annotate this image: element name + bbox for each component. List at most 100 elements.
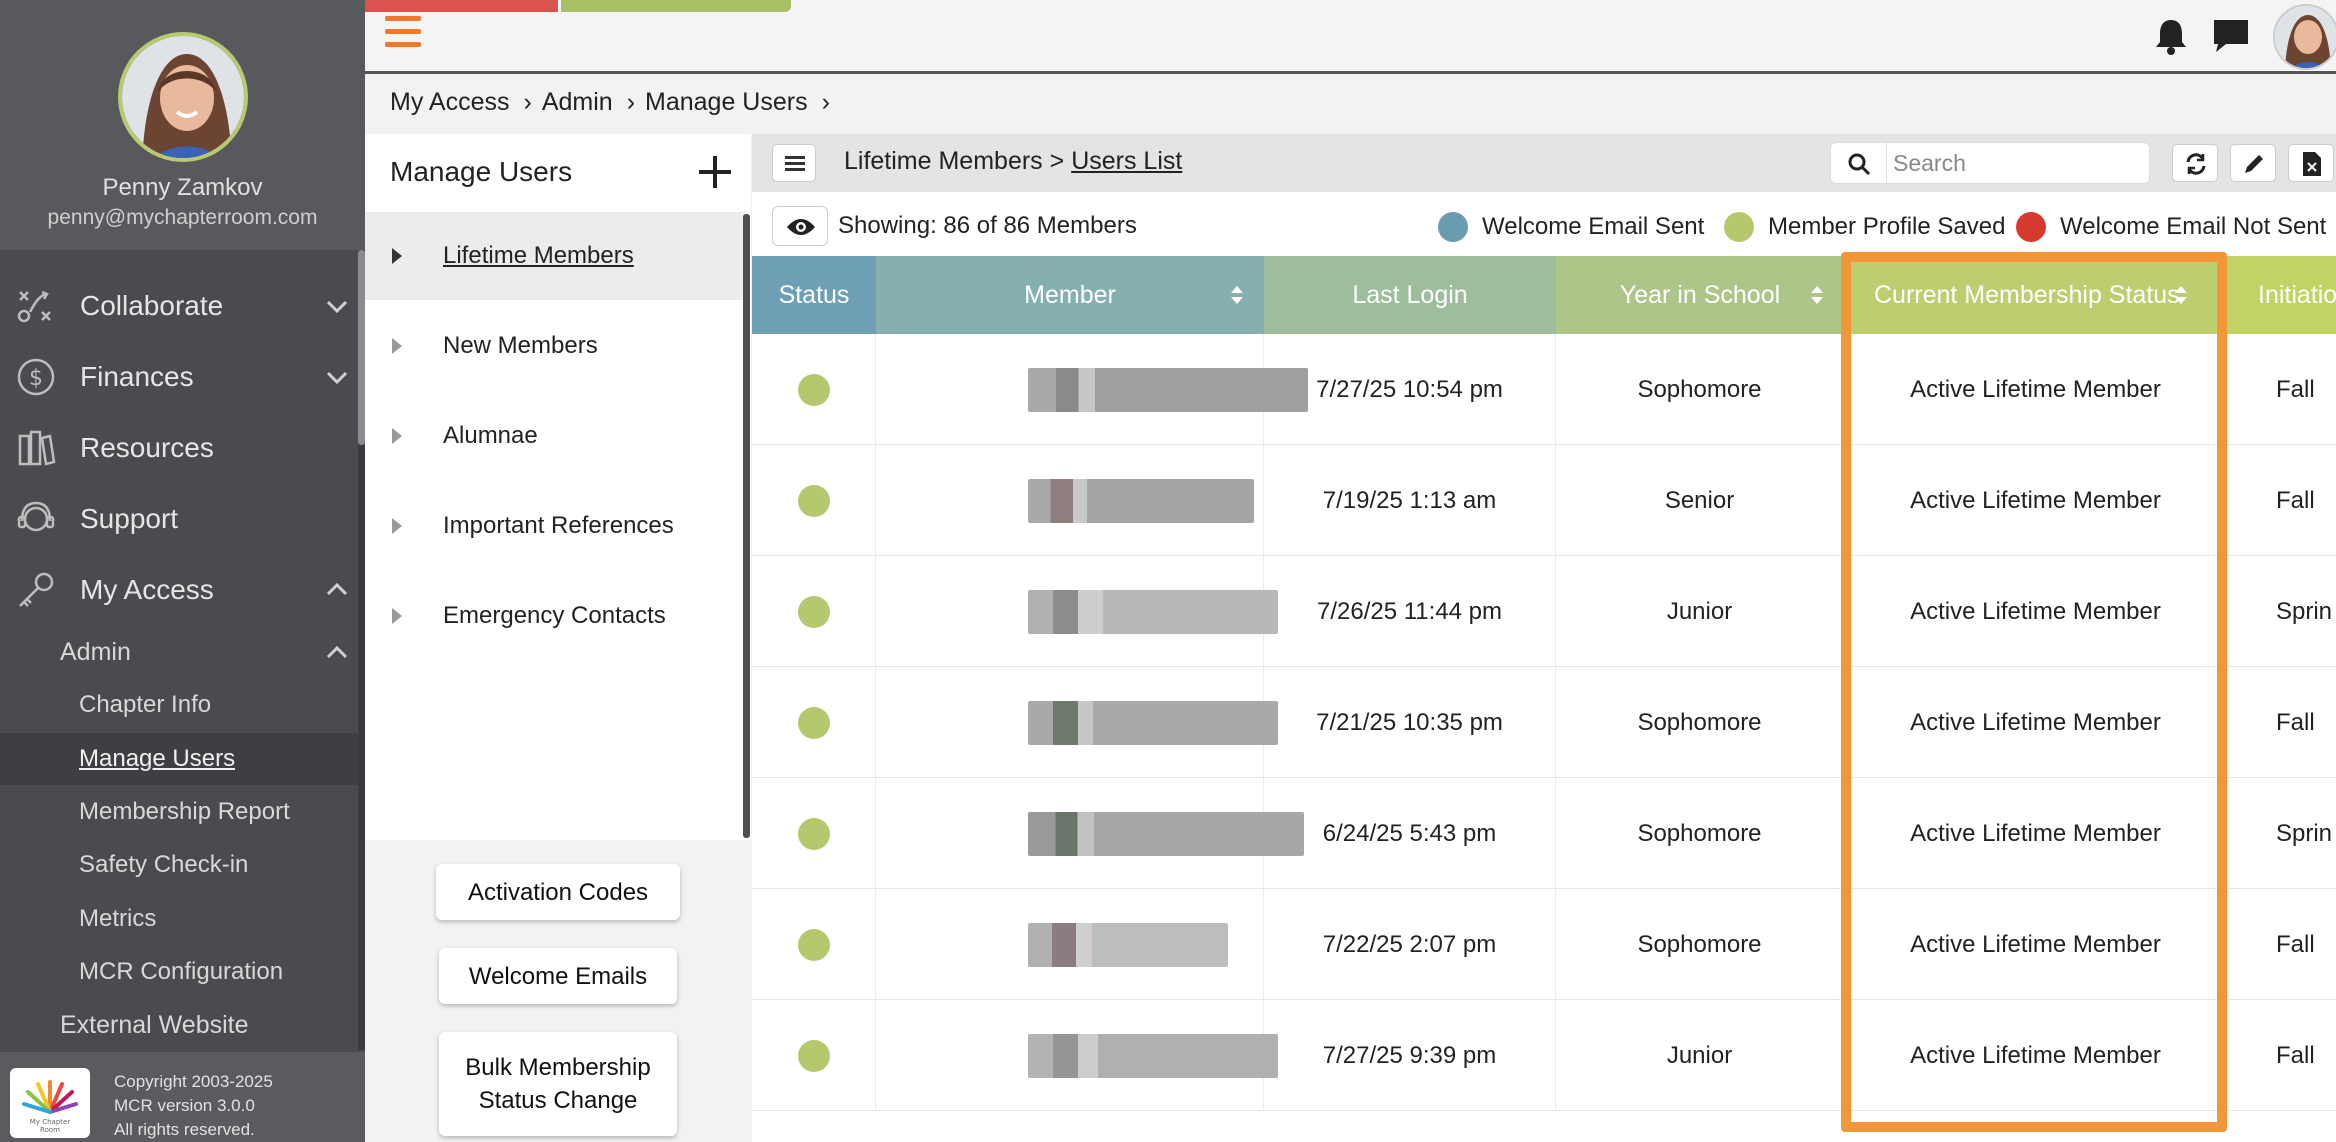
breadcrumb-manage-users[interactable]: Manage Users xyxy=(645,88,808,116)
redacted-member-name xyxy=(1028,479,1254,523)
sidebar-item-resources[interactable]: Resources xyxy=(0,418,365,478)
column-header-label: Last Login xyxy=(1352,280,1468,309)
tree-item-new-members[interactable]: New Members xyxy=(365,302,745,390)
sidebar-item-support[interactable]: Support xyxy=(0,489,365,549)
last-login-cell: 7/26/25 11:44 pm xyxy=(1264,556,1556,667)
search-input[interactable] xyxy=(1893,147,2143,179)
list-breadcrumb-separator: > xyxy=(1049,147,1065,175)
redacted-member-name xyxy=(1028,923,1228,967)
membership-status-cell: Active Lifetime Member xyxy=(1844,778,2228,889)
table-row[interactable]: 7/19/25 1:13 am Senior Active Lifetime M… xyxy=(752,445,2336,556)
expand-arrow-icon[interactable] xyxy=(392,248,402,264)
activation-codes-button[interactable]: Activation Codes xyxy=(436,864,680,920)
member-cell[interactable] xyxy=(876,556,1278,667)
sidebar-item-label: Admin xyxy=(60,637,131,666)
tree-item-emergency-contacts[interactable]: Emergency Contacts xyxy=(365,572,745,660)
status-cell xyxy=(752,889,876,1000)
sidebar-item-external-website[interactable]: External Website xyxy=(0,999,358,1051)
mychapterroom-logo: My Chapter Room xyxy=(10,1068,90,1138)
svg-text:$: $ xyxy=(29,366,43,391)
breadcrumb-admin[interactable]: Admin xyxy=(541,88,613,116)
sidebar-item-chapter-info[interactable]: Chapter Info xyxy=(0,679,358,731)
search-button[interactable] xyxy=(1831,143,1887,183)
sidebar-scrollbar-track[interactable] xyxy=(358,250,365,1050)
list-breadcrumb-current[interactable]: Users List xyxy=(1071,147,1183,175)
tree-item-alumnae[interactable]: Alumnae xyxy=(365,392,745,480)
member-cell[interactable] xyxy=(876,334,1308,445)
table-row[interactable]: 7/22/25 2:07 pm Sophomore Active Lifetim… xyxy=(752,889,2336,1000)
table-row[interactable]: 7/27/25 9:39 pm Junior Active Lifetime M… xyxy=(752,1000,2336,1111)
member-cell[interactable] xyxy=(876,667,1278,778)
membership-status-cell: Active Lifetime Member xyxy=(1844,334,2228,445)
highlight-annotation-box xyxy=(1841,252,2227,1132)
sidebar-item-label: Metrics xyxy=(79,905,157,932)
status-dot xyxy=(797,817,830,850)
column-visibility-button[interactable] xyxy=(772,206,828,246)
sidebar-item-my-access[interactable]: My Access xyxy=(0,560,365,620)
member-cell[interactable] xyxy=(876,778,1304,889)
add-icon[interactable] xyxy=(695,152,735,192)
sort-icon[interactable] xyxy=(1230,284,1244,306)
sidebar-item-collaborate[interactable]: Collaborate xyxy=(0,276,365,336)
welcome-emails-button[interactable]: Welcome Emails xyxy=(439,948,677,1004)
column-header-current-membership-status[interactable]: Current Membership Status xyxy=(1844,256,2228,334)
user-avatar-button[interactable] xyxy=(2273,4,2336,70)
panel-scrollbar[interactable] xyxy=(743,214,750,838)
sidebar-item-manage-users[interactable]: Manage Users xyxy=(0,733,358,785)
chevron-up-icon xyxy=(326,582,348,596)
tree-item-label: Alumnae xyxy=(443,422,538,449)
sidebar-item-finances[interactable]: $ Finances xyxy=(0,347,365,407)
tree-item-lifetime-members[interactable]: Lifetime Members xyxy=(365,212,745,300)
edit-button[interactable] xyxy=(2230,144,2276,182)
table-row[interactable]: 7/21/25 10:35 pm Sophomore Active Lifeti… xyxy=(752,667,2336,778)
export-button[interactable] xyxy=(2288,144,2334,182)
expand-arrow-icon[interactable] xyxy=(392,428,402,444)
last-login-cell: 7/21/25 10:35 pm xyxy=(1264,667,1556,778)
table-row[interactable]: 7/26/25 11:44 pm Junior Active Lifetime … xyxy=(752,556,2336,667)
info-row: Showing: 86 of 86 Members Welcome Email … xyxy=(752,192,2336,256)
table-row[interactable]: 7/27/25 10:54 pm Sophomore Active Lifeti… xyxy=(752,334,2336,445)
avatar[interactable] xyxy=(117,32,248,162)
breadcrumb-my-access[interactable]: My Access xyxy=(390,88,510,116)
sort-icon[interactable] xyxy=(2174,284,2188,306)
year-cell: Sophomore xyxy=(1556,334,1844,445)
books-icon xyxy=(18,430,56,466)
bulk-membership-status-change-button[interactable]: Bulk Membership Status Change xyxy=(439,1032,677,1136)
sidebar-item-admin[interactable]: Admin xyxy=(0,626,358,678)
redacted-member-name xyxy=(1028,812,1304,856)
table-row[interactable]: 6/24/25 5:43 pm Sophomore Active Lifetim… xyxy=(752,778,2336,889)
copyright-text: Copyright 2003-2025 xyxy=(114,1072,273,1091)
sidebar-item-safety-check-in[interactable]: Safety Check-in xyxy=(0,839,358,891)
sidebar-footer: My Chapter Room Copyright 2003-2025 MCR … xyxy=(0,1052,365,1142)
notification-bell-icon[interactable] xyxy=(2151,16,2191,56)
initiation-cell: Fall xyxy=(2276,375,2315,403)
column-header-year-in-school[interactable]: Year in School xyxy=(1556,256,1844,334)
column-header-initiation[interactable]: Initiatio xyxy=(2228,256,2336,334)
sidebar-item-label: Manage Users xyxy=(79,745,236,772)
search-icon xyxy=(1848,153,1871,176)
tree-item-important-references[interactable]: Important References xyxy=(365,482,745,570)
chat-icon[interactable] xyxy=(2210,16,2252,56)
member-cell[interactable] xyxy=(876,889,1264,1000)
list-menu-button[interactable] xyxy=(772,144,816,182)
sort-icon[interactable] xyxy=(1810,284,1824,306)
column-header-status[interactable]: Status xyxy=(752,256,876,334)
sidebar-item-label: Support xyxy=(80,503,179,534)
key-icon xyxy=(19,572,54,607)
expand-arrow-icon[interactable] xyxy=(392,338,402,354)
expand-arrow-icon[interactable] xyxy=(392,608,402,624)
list-breadcrumb-parent[interactable]: Lifetime Members xyxy=(844,147,1043,175)
hamburger-menu-icon[interactable] xyxy=(385,16,421,50)
column-header-last-login[interactable]: Last Login xyxy=(1264,256,1556,334)
status-cell xyxy=(752,556,876,667)
member-cell[interactable] xyxy=(876,445,1264,556)
expand-arrow-icon[interactable] xyxy=(392,518,402,534)
sidebar-item-mcr-configuration[interactable]: MCR Configuration xyxy=(0,946,358,998)
sidebar-scrollbar-thumb[interactable] xyxy=(358,250,365,445)
member-cell[interactable] xyxy=(876,1000,1278,1111)
legend-dot xyxy=(1724,212,1754,242)
sidebar-item-metrics[interactable]: Metrics xyxy=(0,893,358,945)
sidebar-item-membership-report[interactable]: Membership Report xyxy=(0,786,358,838)
column-header-member[interactable]: Member xyxy=(876,256,1264,334)
refresh-button[interactable] xyxy=(2172,144,2218,182)
